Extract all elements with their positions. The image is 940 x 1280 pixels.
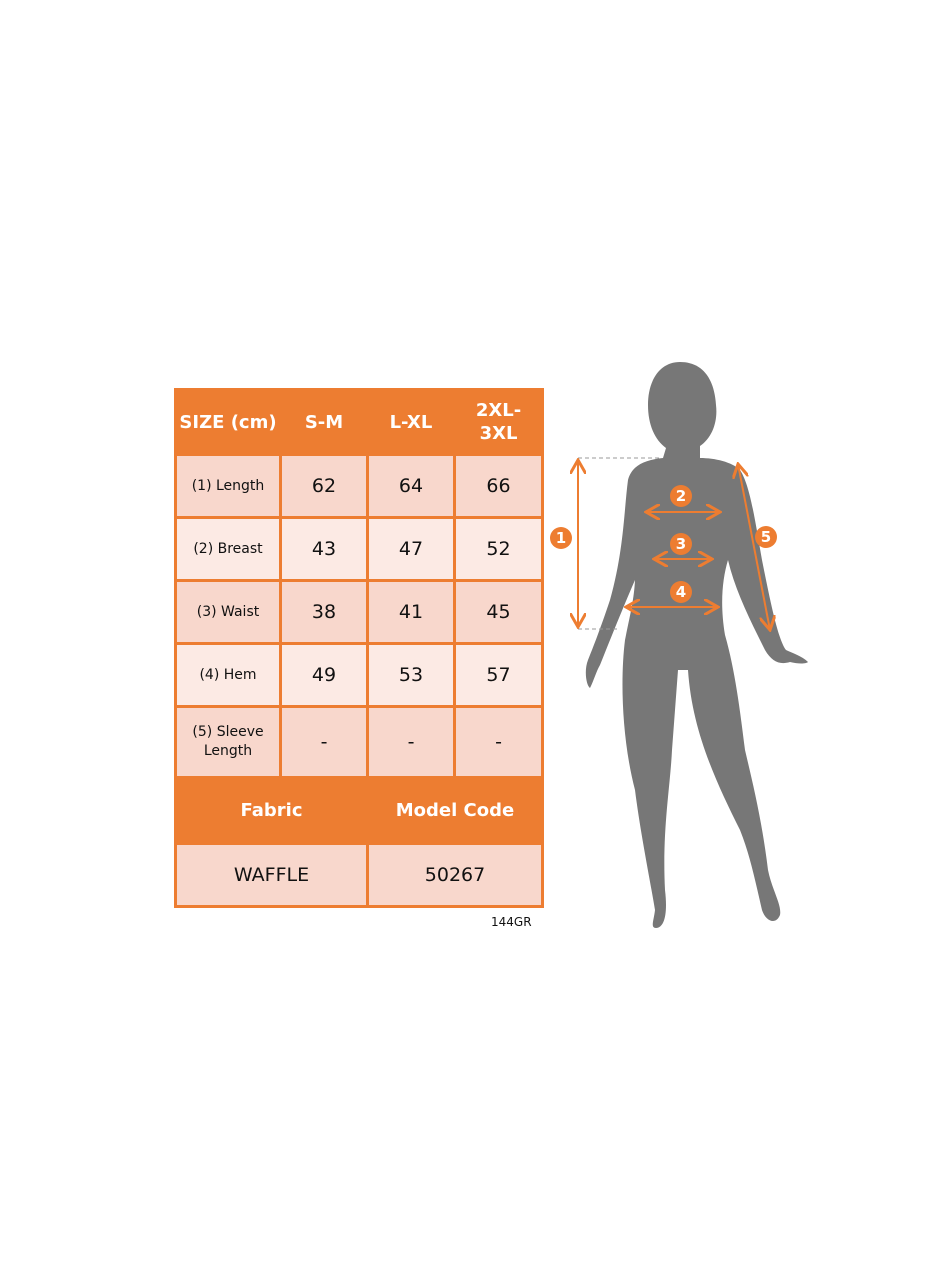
size-chart-table: SIZE (cm) S-M L-XL 2XL- 3XL (1) Length 6… [174, 388, 544, 908]
cell-value: 52 [453, 516, 544, 582]
table-row: (3) Waist 38 41 45 [174, 579, 544, 645]
cell-value: 47 [366, 516, 456, 582]
model-code-value: 50267 [366, 842, 544, 908]
table-row: (5) Sleeve Length - - - [174, 705, 544, 779]
marker-5: 5 [761, 528, 771, 546]
size-2xl-3xl-header: 2XL- 3XL [453, 388, 544, 456]
cell-value: 43 [279, 516, 369, 582]
header-row: SIZE (cm) S-M L-XL 2XL- 3XL [174, 388, 544, 456]
size-s-m-header: S-M [279, 388, 369, 456]
guide-lines [578, 457, 660, 630]
marker-1: 1 [556, 529, 566, 547]
fabric-value: WAFFLE [174, 842, 369, 908]
marker-4: 4 [676, 583, 686, 601]
footer-value-row: WAFFLE 50267 [174, 842, 544, 908]
marker-2: 2 [676, 487, 686, 505]
cell-value: 38 [279, 579, 369, 645]
model-code-header: Model Code [366, 776, 544, 845]
cell-value: 64 [366, 453, 456, 519]
measurement-arrows [578, 460, 770, 630]
row-label: (5) Sleeve Length [174, 705, 282, 779]
row-label: (1) Length [174, 453, 282, 519]
cell-value: 53 [366, 642, 456, 708]
table-row: (2) Breast 43 47 52 [174, 516, 544, 582]
marker-3: 3 [676, 535, 686, 553]
cell-value: 41 [366, 579, 456, 645]
table-row: (1) Length 62 64 66 [174, 453, 544, 519]
cell-value: 62 [279, 453, 369, 519]
table-row: (4) Hem 49 53 57 [174, 642, 544, 708]
sleeve-arrow [738, 464, 770, 630]
product-code: 144GR [491, 915, 532, 929]
row-label: (2) Breast [174, 516, 282, 582]
cell-value: 57 [453, 642, 544, 708]
row-label: (3) Waist [174, 579, 282, 645]
footer-header-row: Fabric Model Code [174, 776, 544, 845]
cell-value: 66 [453, 453, 544, 519]
body-silhouette-figure: 1 2 3 4 5 [550, 362, 808, 928]
silhouette [585, 362, 808, 928]
cell-value: - [366, 705, 456, 779]
fabric-header: Fabric [174, 776, 369, 845]
cell-value: 49 [279, 642, 369, 708]
measurement-markers: 1 2 3 4 5 [550, 485, 777, 603]
row-label: (4) Hem [174, 642, 282, 708]
cell-value: 45 [453, 579, 544, 645]
cell-value: - [279, 705, 369, 779]
cell-value: - [453, 705, 544, 779]
size-l-xl-header: L-XL [366, 388, 456, 456]
size-header: SIZE (cm) [174, 388, 282, 456]
